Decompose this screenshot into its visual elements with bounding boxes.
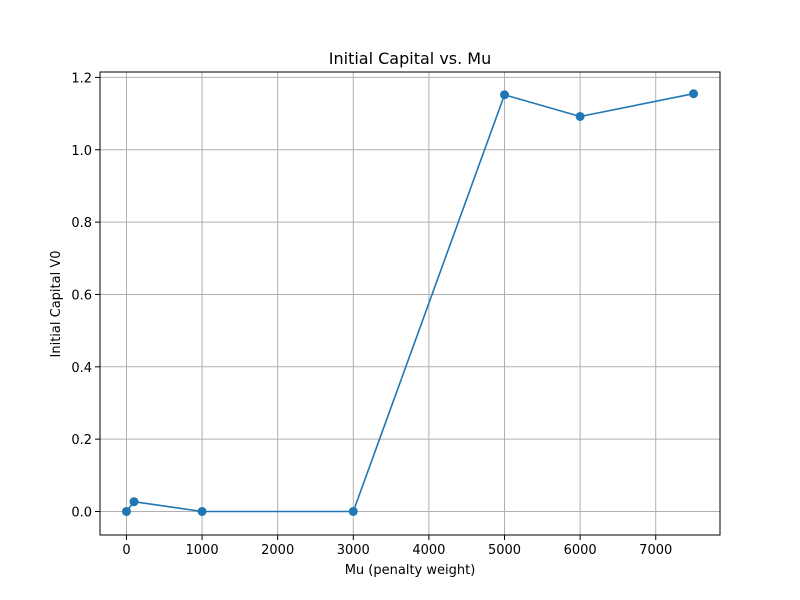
- chart-title: Initial Capital vs. Mu: [329, 49, 491, 68]
- x-tick-label: 7000: [639, 543, 672, 558]
- data-point: [689, 89, 699, 99]
- y-tick-label: 0.2: [71, 433, 92, 448]
- y-tick-label: 0.0: [71, 505, 92, 520]
- x-tick-label: 6000: [564, 543, 597, 558]
- y-tick-label: 0.6: [71, 288, 92, 303]
- x-axis-label: Mu (penalty weight): [345, 563, 476, 578]
- y-tick-label: 1.0: [71, 144, 92, 159]
- data-point: [121, 506, 131, 516]
- y-tick-label: 0.4: [71, 361, 92, 376]
- y-tick-label: 0.8: [71, 216, 92, 231]
- grid-layer: [100, 72, 720, 535]
- x-tick-label: 4000: [412, 543, 445, 558]
- data-point: [575, 111, 585, 121]
- data-point: [197, 506, 207, 516]
- x-tick-label: 1000: [186, 543, 219, 558]
- x-tick-label: 5000: [488, 543, 521, 558]
- data-point: [500, 90, 510, 100]
- plot-frame: [99, 71, 721, 536]
- x-tick-label: 0: [122, 543, 130, 558]
- x-tick-label: 2000: [261, 543, 294, 558]
- y-axis-label: Initial Capital V0: [49, 251, 64, 358]
- series-layer: [121, 89, 699, 516]
- series-line: [125, 92, 694, 513]
- y-tick-label: 1.2: [71, 71, 92, 86]
- x-tick-label: 3000: [337, 543, 370, 558]
- data-point: [129, 497, 139, 507]
- tick-layer: 0 1000 2000 3000 4000 5000 6000 7000 0.0 0.2 0.4 0.…: [71, 71, 672, 558]
- data-point: [348, 506, 358, 516]
